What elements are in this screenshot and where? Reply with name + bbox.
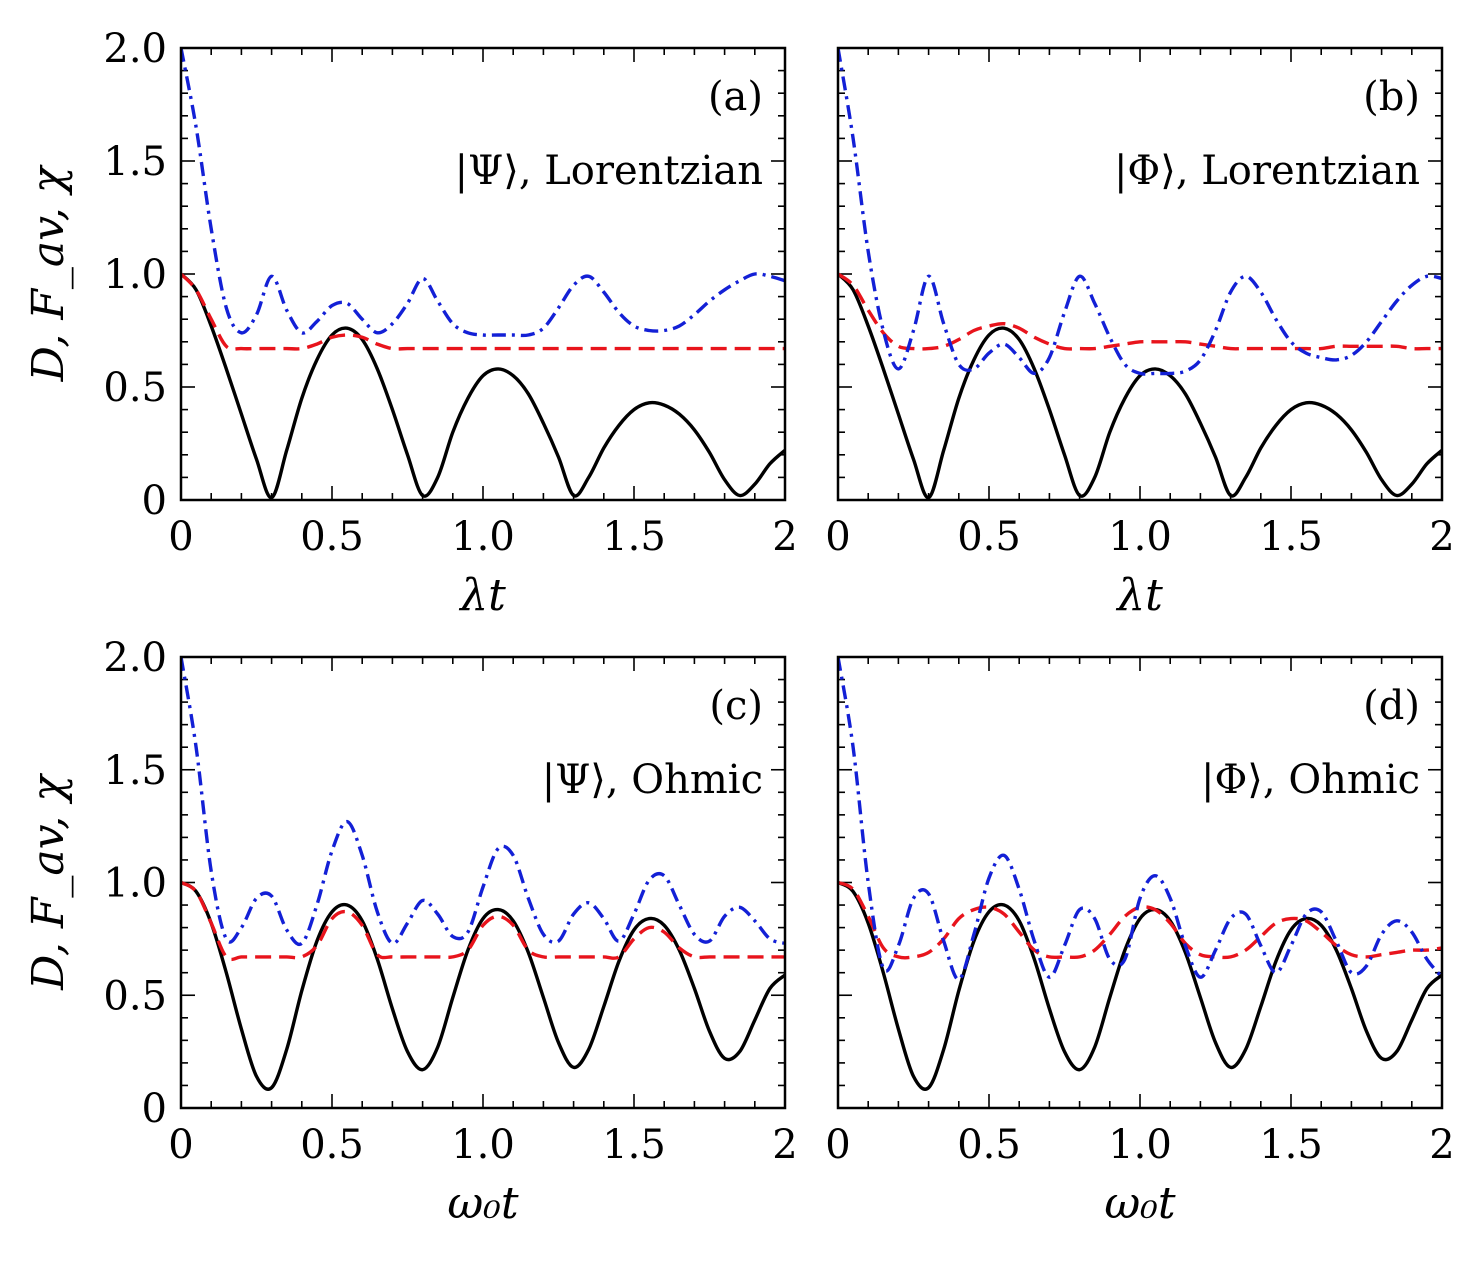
y-tick-label: 1.0 [103,861,167,907]
curves [181,657,785,1091]
x-tick-label: 1.5 [1259,1122,1323,1168]
y-tick-label: 2.0 [103,26,167,72]
x-tick-label: 1.0 [451,514,515,560]
series-line-d [838,272,1442,500]
x-tick-label: 0 [825,1122,850,1168]
x-tick-label: 1.5 [1259,514,1323,560]
series-line-chi [181,657,785,947]
curves [838,48,1442,500]
x-axis-title: λt [458,570,506,621]
x-tick-label: 1.0 [451,1122,515,1168]
x-axis-title: ω₀t [1104,1178,1176,1229]
y-tick-label: 1.0 [103,252,167,298]
panel-state-label: |Ψ⟩, Lorentzian [455,148,763,194]
panel-0: 0 0.5 1.0 1.5 2 0 0.5 1.0 1.5 2.0 λt (a) |Ψ⟩, Lorent… [23,26,798,621]
plot-frame [836,46,1444,502]
y-tick-label: 0.5 [103,365,167,411]
y-tick-label: 0 [142,478,167,524]
series-line-fav [838,880,1442,960]
series-line-d [181,272,785,500]
series-line-chi [838,48,1442,376]
x-tick-label: 1.5 [602,1122,666,1168]
series-line-chi [181,48,785,338]
y-tick-label: 1.5 [103,748,167,794]
panel-3: 0 0.5 1.0 1.5 2 ω₀t (d) |Φ⟩, Ohmic [825,655,1455,1229]
panel-tag: (a) [708,74,763,120]
y-tick-label: 1.5 [103,139,167,185]
x-tick-label: 2 [772,1122,797,1168]
series-line-d [181,880,785,1091]
panel-tag: (d) [1363,683,1420,729]
curves [838,657,1442,1091]
series-line-fav [181,880,785,962]
x-axis-title: ω₀t [447,1178,519,1229]
y-axis-title: D, F_av, χ [23,773,74,991]
x-tick-label: 1.0 [1108,514,1172,560]
panel-state-label: |Ψ⟩, Ohmic [542,757,763,803]
y-tick-label: 2.0 [103,635,167,681]
y-tick-label: 0 [142,1086,167,1132]
panel-1: 0 0.5 1.0 1.5 2 λt (b) |Φ⟩, Lorentzian [825,46,1455,621]
series-line-d [838,880,1442,1091]
x-tick-label: 0.5 [300,1122,364,1168]
x-tick-label: 0.5 [300,514,364,560]
plot-frame [179,46,787,502]
x-tick-label: 0 [825,514,850,560]
x-tick-label: 1.5 [602,514,666,560]
plot-frame [179,655,787,1110]
series-line-chi [838,657,1442,982]
panel-2: 0 0.5 1.0 1.5 2 0 0.5 1.0 1.5 2.0 ω₀t (c) |Ψ⟩, Ohmic… [23,635,798,1229]
panel-state-label: |Φ⟩, Ohmic [1201,757,1420,803]
series-line-fav [181,272,785,351]
x-axis-title: λt [1115,570,1163,621]
x-tick-label: 0.5 [957,514,1021,560]
series-line-fav [838,272,1442,351]
y-axis-title: D, F_av, χ [23,164,74,382]
panel-tag: (c) [709,683,763,729]
x-tick-label: 1.0 [1108,1122,1172,1168]
panel-state-label: |Φ⟩, Lorentzian [1114,148,1420,194]
panel-tag: (b) [1363,74,1420,120]
x-tick-label: 0.5 [957,1122,1021,1168]
x-tick-label: 2 [1429,514,1454,560]
x-tick-label: 0 [168,514,193,560]
y-tick-label: 0.5 [103,973,167,1019]
x-tick-label: 0 [168,1122,193,1168]
x-tick-label: 2 [772,514,797,560]
plot-frame [836,655,1444,1110]
x-tick-label: 2 [1429,1122,1454,1168]
curves [181,48,785,500]
